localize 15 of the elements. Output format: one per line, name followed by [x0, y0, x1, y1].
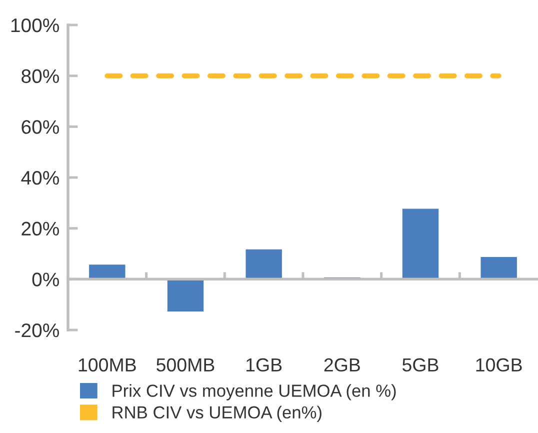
y-tick-label: 20% [22, 222, 59, 236]
y-tick-label: 0% [32, 272, 59, 286]
legend-label: RNB CIV vs UEMOA (en%) [112, 406, 322, 422]
y-tick-label: 100% [11, 18, 59, 32]
x-tick-label: 100MB [78, 358, 136, 372]
y-tick-label: 80% [22, 69, 59, 84]
x-tick-label: 2GB [324, 358, 360, 372]
y-tick-label: -20% [15, 323, 59, 338]
y-tick-label: 40% [21, 170, 59, 185]
legend-label: Prix CIV vs moyenne UEMOA (en %) [112, 384, 396, 400]
x-tick-label: 1GB [246, 358, 282, 372]
x-tick-label: 500MB [156, 358, 214, 372]
x-tick-label: 10GB [476, 358, 522, 372]
x-tick-label: 5GB [402, 358, 438, 372]
y-tick-label: 60% [22, 120, 59, 134]
